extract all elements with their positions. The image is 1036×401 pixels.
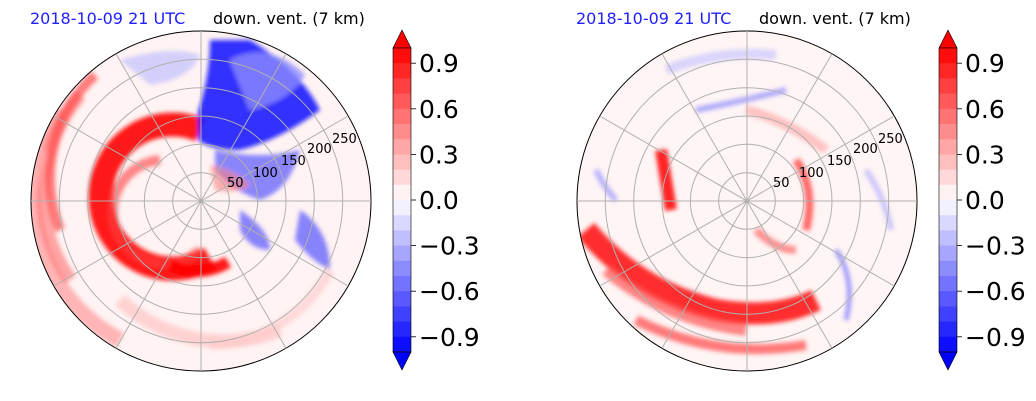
radial-tick-label: 250: [332, 132, 357, 147]
colorbar-extend-max: [938, 29, 958, 49]
colorbar-segment: [393, 306, 411, 323]
colorbar-segment: [393, 124, 411, 140]
chart-title-variable: down. vent. (7 km): [759, 9, 911, 28]
colorbar-extend-min: [938, 351, 958, 371]
colorbar-segment: [939, 124, 957, 140]
colorbar-segment: [393, 336, 411, 353]
radial-tick-label: 200: [853, 142, 878, 157]
colorbar-segment: [393, 169, 411, 186]
colorbar-segment: [939, 139, 957, 155]
colorbar-segment: [939, 154, 957, 171]
colorbar-segment: [939, 200, 957, 216]
colorbar-segment: [393, 154, 411, 171]
polar-chart-left: 50 100 150 200 250 2018-10-09 21 UTC dow…: [30, 9, 480, 372]
chart-title-variable: down. vent. (7 km): [213, 9, 365, 28]
colorbar-segment: [939, 306, 957, 323]
colorbar-segment: [939, 184, 957, 201]
colorbar-tick-label: −0.6: [419, 277, 480, 306]
colorbar-segment: [393, 93, 411, 110]
chart-title-date: 2018-10-09 21 UTC: [576, 9, 731, 28]
colorbar-segment: [939, 291, 957, 307]
colorbar-segment: [939, 108, 957, 125]
panel-right: 50 100 150 200 250 2018-10-09 21 UTC dow…: [546, 0, 1036, 401]
colorbar-ticks-left: 0.9 0.6 0.3 0.0 −0.3 −0.6 −0.9: [411, 49, 480, 352]
colorbar-segment: [939, 276, 957, 292]
chart-title-date: 2018-10-09 21 UTC: [30, 9, 185, 28]
colorbar-tick-label: 0.9: [419, 49, 459, 78]
colorbar-segment: [939, 260, 957, 277]
colorbar-segment: [393, 260, 411, 277]
colorbar-tick-label: −0.3: [965, 232, 1026, 261]
colorbar-tick-label: 0.9: [965, 49, 1005, 78]
colorbar-tick-label: −0.9: [419, 323, 480, 352]
colorbar-tick-label: 0.6: [965, 95, 1005, 124]
colorbar-tick-label: −0.3: [419, 232, 480, 261]
colorbar-extend-min: [392, 351, 412, 371]
radial-tick-labels-right: 50 100 150 200 250: [773, 132, 903, 191]
colorbar-segment: [393, 200, 411, 216]
radial-tick-label: 50: [773, 176, 790, 191]
radial-tick-label: 150: [827, 154, 852, 169]
colorbar-segment: [393, 63, 411, 79]
colorbar-tick-label: 0.0: [965, 186, 1005, 215]
colorbar-segment: [393, 215, 411, 231]
colorbar-segment: [939, 48, 957, 64]
colorbar-right: 0.9 0.6 0.3 0.0 −0.3 −0.6 −0.9: [938, 29, 1026, 371]
panel-left: 50 100 150 200 250 2018-10-09 21 UTC dow…: [30, 9, 480, 372]
colorbar-segment: [939, 245, 957, 262]
colorbar-segment: [393, 139, 411, 155]
colorbar-tick-label: 0.0: [419, 186, 459, 215]
colorbar-segment: [939, 336, 957, 353]
radial-tick-label: 200: [307, 142, 332, 157]
colorbar-tick-label: −0.9: [965, 323, 1026, 352]
colorbar-segment: [393, 48, 411, 64]
radial-tick-label: 150: [281, 154, 306, 169]
field-layer-left: [31, 40, 335, 365]
colorbar-segment: [393, 230, 411, 247]
colorbar-extend-max: [392, 29, 412, 49]
colorbar-segment: [939, 230, 957, 247]
colorbar-segment: [393, 108, 411, 125]
colorbar-tick-label: 0.3: [965, 140, 1005, 169]
colorbar-segment: [393, 276, 411, 292]
radial-tick-labels-left: 50 100 150 200 250: [227, 132, 357, 191]
colorbar-segment: [393, 245, 411, 262]
polar-grid-right: [577, 31, 917, 371]
colorbar-segments-right: [939, 48, 957, 353]
colorbar-segment: [939, 78, 957, 95]
colorbar-tick-label: −0.6: [965, 277, 1026, 306]
colorbar-segment: [393, 291, 411, 307]
colorbar-segments-left: [393, 48, 411, 353]
colorbar-segment: [939, 321, 957, 338]
colorbar-left: 0.9 0.6 0.3 0.0 −0.3 −0.6 −0.9: [392, 29, 480, 371]
colorbar-segment: [393, 184, 411, 201]
radial-tick-label: 100: [799, 166, 824, 181]
colorbar-segment: [939, 63, 957, 79]
colorbar-segment: [939, 93, 957, 110]
colorbar-segment: [939, 169, 957, 186]
colorbar-segment: [939, 215, 957, 231]
radial-tick-label: 100: [253, 166, 278, 181]
colorbar-tick-label: 0.6: [419, 95, 459, 124]
colorbar-ticks-right: 0.9 0.6 0.3 0.0 −0.3 −0.6 −0.9: [957, 49, 1026, 352]
polar-grid-left: [31, 31, 371, 371]
colorbar-segment: [393, 321, 411, 338]
polar-chart-right: 50 100 150 200 250 2018-10-09 21 UTC dow…: [576, 9, 1026, 372]
radial-tick-label: 250: [878, 132, 903, 147]
radial-tick-label: 50: [227, 176, 244, 191]
colorbar-segment: [393, 78, 411, 95]
colorbar-tick-label: 0.3: [419, 140, 459, 169]
